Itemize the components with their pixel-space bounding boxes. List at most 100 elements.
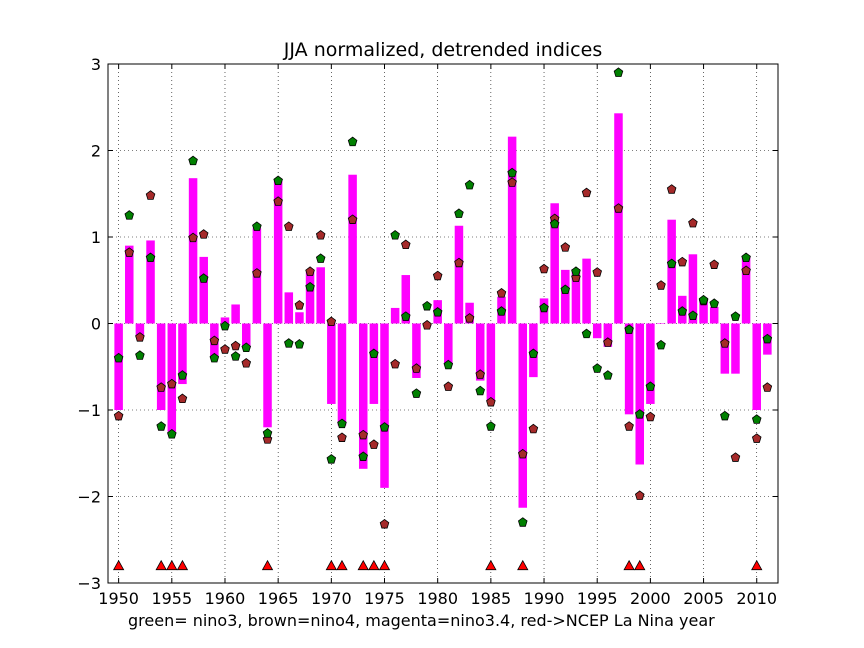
marker-nino4 bbox=[369, 439, 379, 449]
marker-nino4 bbox=[709, 259, 719, 269]
marker-nino3 bbox=[443, 359, 454, 370]
marker-nino4 bbox=[358, 429, 369, 440]
bar-nino34 bbox=[444, 323, 453, 366]
marker-nino3 bbox=[188, 155, 198, 166]
chart-caption: green= nino3, brown=nino4, magenta=nino3… bbox=[128, 611, 715, 630]
marker-nino4 bbox=[284, 221, 294, 231]
marker-nino4 bbox=[624, 421, 634, 431]
bar-nino34 bbox=[178, 323, 187, 385]
bar-nino34 bbox=[720, 323, 730, 374]
marker-nino3 bbox=[401, 311, 411, 321]
bar-nino34 bbox=[592, 323, 602, 339]
bar-nino34 bbox=[550, 203, 559, 324]
marker-nino3 bbox=[198, 273, 209, 283]
bar-nino34 bbox=[390, 307, 400, 324]
marker-nino4 bbox=[294, 300, 305, 310]
bar-nino34 bbox=[709, 307, 719, 324]
marker-lanina bbox=[485, 559, 497, 571]
y-tick-label: −1 bbox=[77, 401, 101, 420]
marker-nino4 bbox=[464, 313, 475, 323]
bar-nino34 bbox=[220, 317, 230, 324]
y-tick-label: 1 bbox=[91, 228, 101, 247]
marker-nino4 bbox=[252, 268, 262, 278]
marker-nino4 bbox=[135, 332, 145, 342]
marker-nino3 bbox=[560, 284, 571, 295]
marker-nino4 bbox=[156, 382, 166, 392]
marker-nino3 bbox=[571, 266, 581, 276]
bar-nino34 bbox=[348, 174, 357, 324]
marker-nino3 bbox=[688, 310, 698, 320]
x-tick-label: 1955 bbox=[151, 589, 192, 608]
bar-nino34 bbox=[114, 323, 123, 410]
marker-lanina bbox=[357, 559, 369, 571]
marker-nino4 bbox=[496, 287, 507, 298]
marker-nino3 bbox=[454, 208, 464, 218]
marker-nino4 bbox=[720, 338, 730, 348]
marker-nino3 bbox=[720, 410, 730, 421]
y-tick-labels: −3 −2 −1 0 1 2 3 bbox=[77, 55, 101, 593]
bar-nino34 bbox=[688, 254, 698, 324]
marker-nino3 bbox=[432, 307, 443, 317]
marker-nino3 bbox=[209, 352, 220, 363]
marker-lanina bbox=[378, 559, 391, 571]
nino3-markers bbox=[113, 67, 773, 527]
marker-nino4 bbox=[443, 381, 454, 391]
marker-nino3 bbox=[475, 385, 485, 396]
bar-nino34 bbox=[412, 323, 421, 378]
grid bbox=[108, 63, 778, 584]
marker-nino4 bbox=[422, 319, 432, 330]
marker-nino4 bbox=[198, 229, 209, 239]
x-tick-label: 1950 bbox=[98, 589, 139, 608]
marker-lanina bbox=[751, 559, 763, 571]
bar-nino34 bbox=[146, 240, 155, 324]
marker-lanina bbox=[166, 559, 178, 571]
bar-nino34 bbox=[156, 323, 166, 410]
marker-nino3 bbox=[666, 258, 677, 269]
bar-nino34 bbox=[327, 323, 336, 404]
bar-nino34 bbox=[167, 323, 177, 432]
bar-nino34 bbox=[518, 323, 528, 508]
marker-nino3 bbox=[337, 418, 347, 429]
marker-nino3 bbox=[252, 221, 262, 231]
x-tick-label: 1965 bbox=[258, 589, 299, 608]
bar-nino34 bbox=[242, 323, 251, 346]
marker-nino4 bbox=[379, 518, 390, 529]
marker-nino3 bbox=[167, 428, 177, 439]
marker-nino3 bbox=[698, 294, 709, 305]
marker-nino3 bbox=[762, 333, 773, 344]
marker-nino4 bbox=[432, 270, 443, 281]
bar-nino34 bbox=[369, 323, 379, 404]
bar-nino34 bbox=[561, 269, 570, 324]
bar-nino34 bbox=[358, 323, 368, 469]
marker-nino3 bbox=[634, 409, 645, 419]
marker-nino4 bbox=[581, 187, 592, 198]
marker-nino3 bbox=[411, 388, 422, 398]
bar-nino34 bbox=[507, 136, 517, 324]
y-tick-label: 0 bbox=[91, 315, 101, 334]
marker-nino3 bbox=[517, 517, 528, 527]
marker-nino4 bbox=[315, 230, 326, 240]
marker-lanina bbox=[517, 559, 529, 571]
nino34-bars bbox=[114, 113, 772, 508]
y-tick-label: −3 bbox=[77, 574, 101, 593]
marker-nino3 bbox=[741, 252, 751, 263]
marker-lanina bbox=[261, 559, 274, 571]
marker-nino3 bbox=[177, 370, 188, 380]
marker-nino3 bbox=[220, 320, 230, 331]
marker-lanina bbox=[368, 559, 380, 571]
marker-nino4 bbox=[539, 263, 549, 274]
marker-nino3 bbox=[284, 338, 294, 348]
x-tick-label: 1990 bbox=[524, 589, 565, 608]
x-tick-label: 1995 bbox=[577, 589, 618, 608]
bar-nino34 bbox=[731, 323, 740, 374]
marker-nino4 bbox=[560, 242, 571, 252]
marker-nino4 bbox=[486, 396, 496, 407]
marker-lanina bbox=[155, 559, 167, 571]
marker-nino4 bbox=[273, 196, 283, 206]
marker-nino3 bbox=[145, 252, 156, 263]
bar-nino34 bbox=[656, 323, 666, 324]
marker-nino4 bbox=[220, 344, 230, 354]
bar-nino34 bbox=[624, 323, 634, 415]
bar-nino34 bbox=[231, 304, 240, 324]
